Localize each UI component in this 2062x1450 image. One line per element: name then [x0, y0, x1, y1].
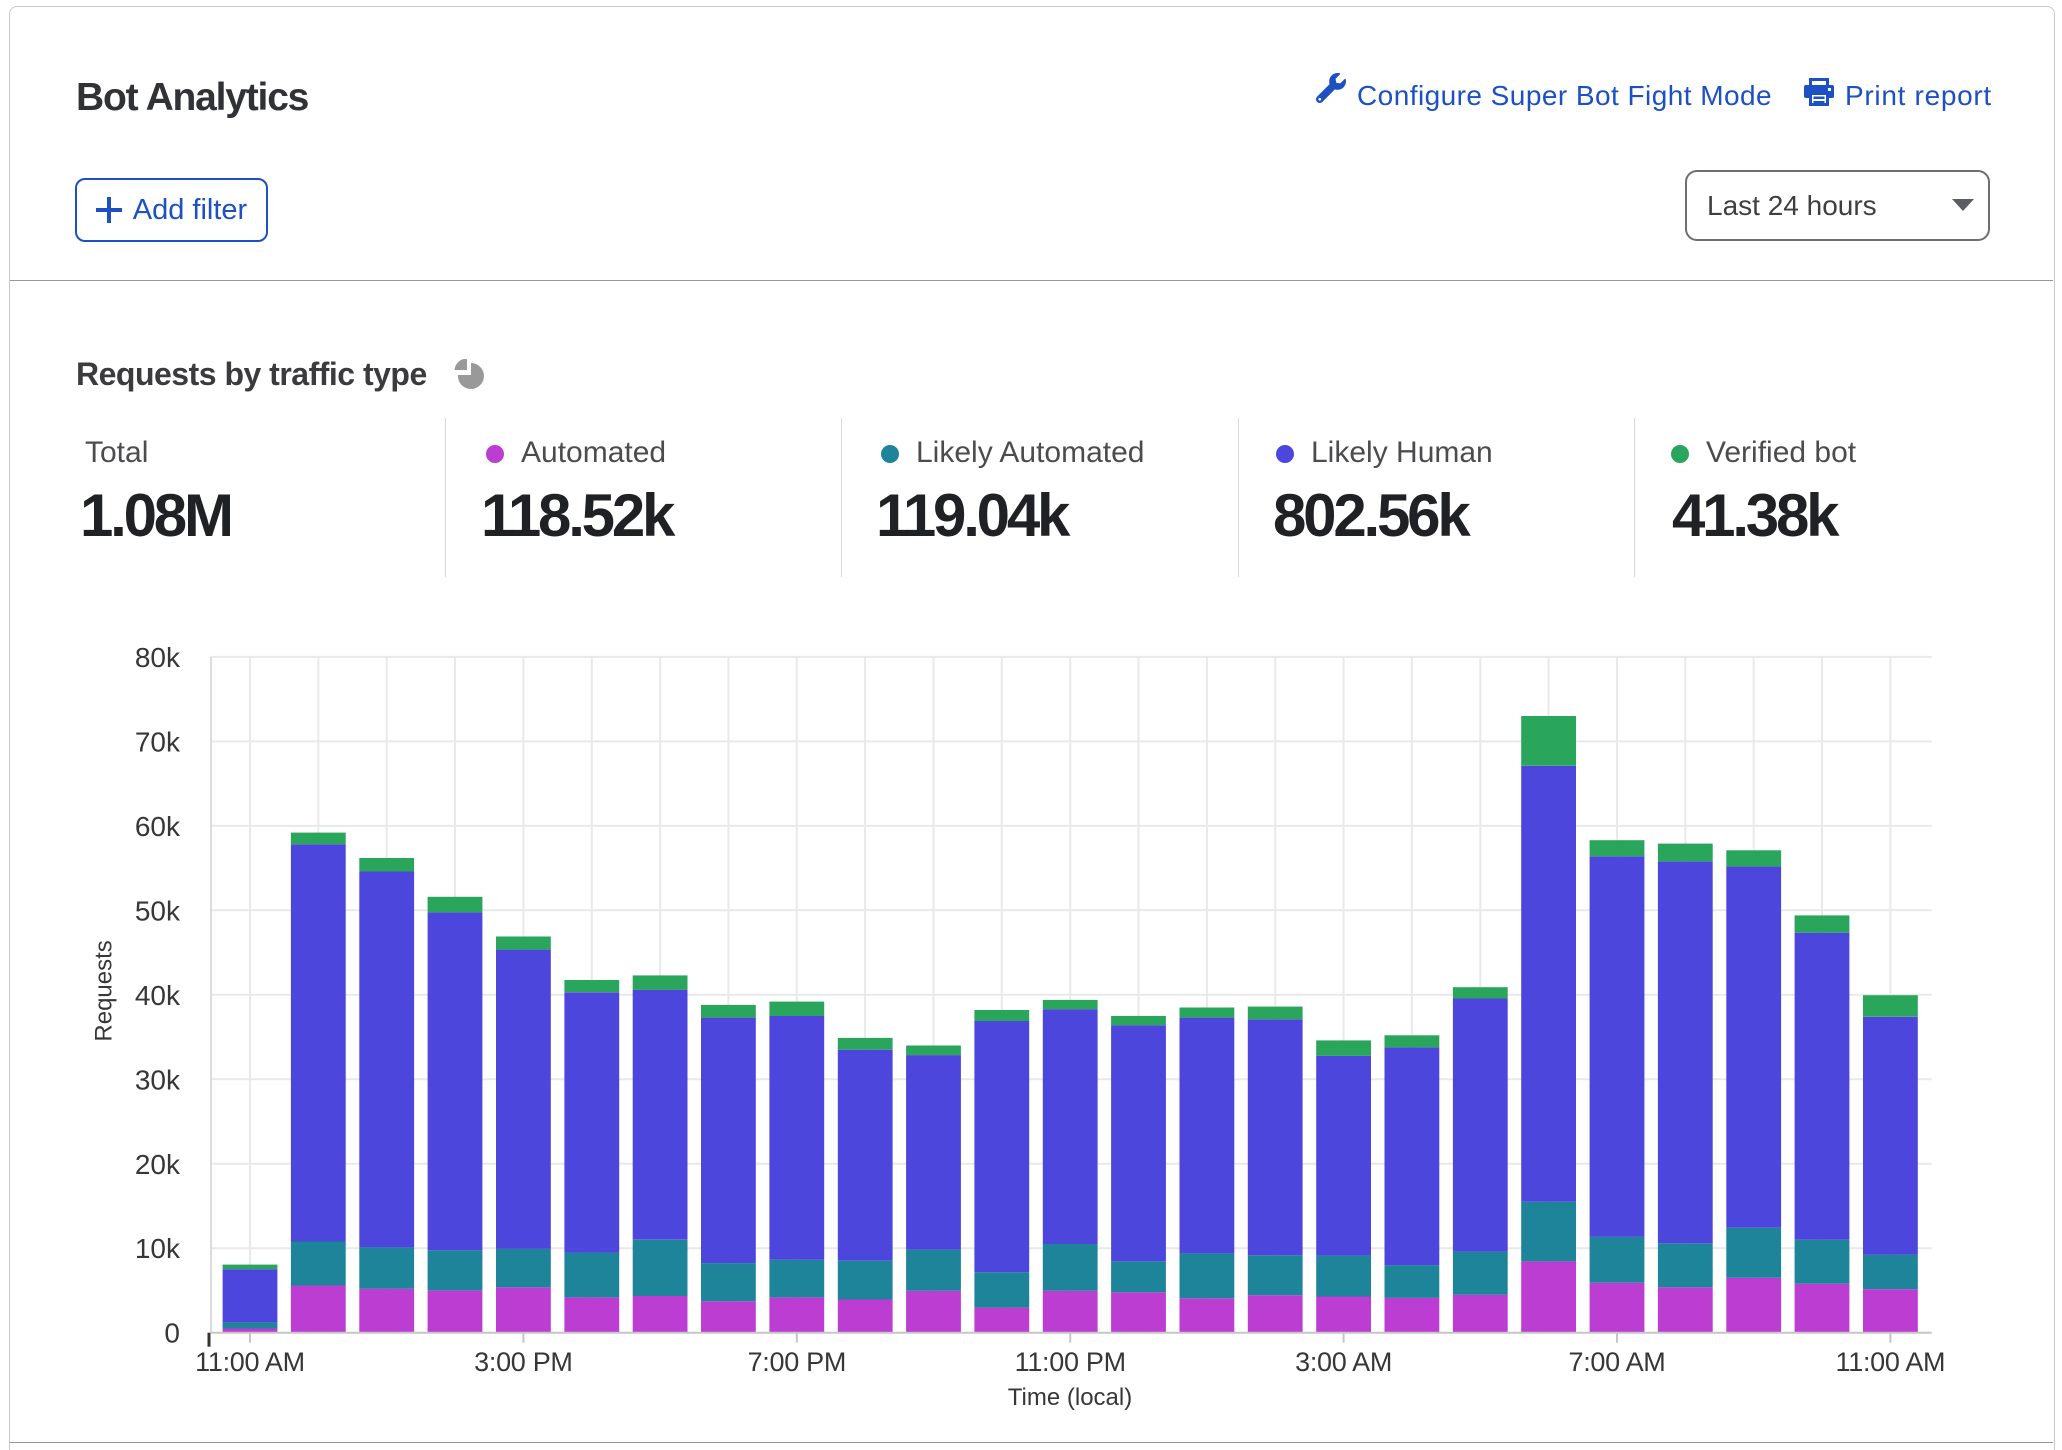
- svg-text:11:00 PM: 11:00 PM: [1015, 1347, 1126, 1377]
- svg-text:3:00 AM: 3:00 AM: [1295, 1347, 1392, 1377]
- svg-text:Time (local): Time (local): [1008, 1384, 1132, 1411]
- svg-text:7:00 AM: 7:00 AM: [1569, 1347, 1666, 1377]
- svg-text:11:00 AM: 11:00 AM: [1836, 1347, 1946, 1377]
- svg-text:11:00 AM: 11:00 AM: [195, 1347, 305, 1377]
- svg-text:20k: 20k: [135, 1149, 181, 1180]
- svg-text:50k: 50k: [135, 895, 181, 926]
- svg-text:70k: 70k: [135, 726, 181, 757]
- svg-text:0: 0: [164, 1318, 180, 1349]
- svg-text:7:00 PM: 7:00 PM: [748, 1347, 846, 1377]
- svg-text:40k: 40k: [135, 980, 181, 1011]
- svg-text:3:00 PM: 3:00 PM: [474, 1347, 572, 1377]
- svg-text:60k: 60k: [135, 811, 181, 842]
- svg-text:30k: 30k: [135, 1064, 181, 1095]
- svg-text:10k: 10k: [135, 1233, 181, 1264]
- svg-text:80k: 80k: [135, 642, 181, 673]
- svg-text:Requests: Requests: [91, 940, 118, 1041]
